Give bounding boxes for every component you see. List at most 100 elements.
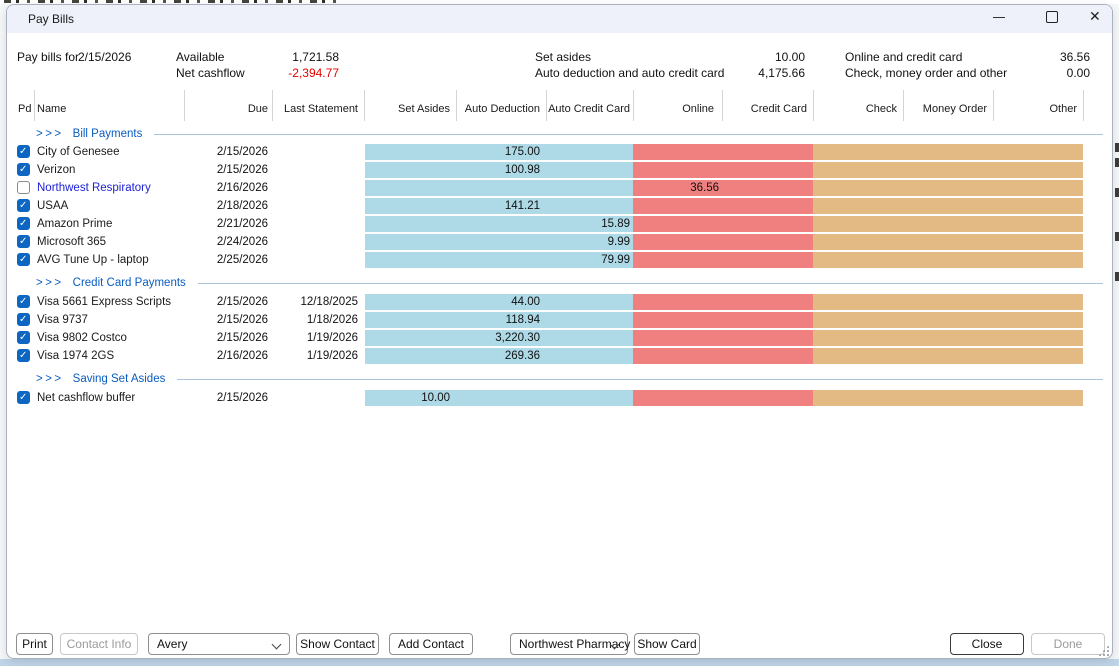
payee-name: Amazon Prime [37, 217, 112, 231]
close-icon[interactable]: ✕ [1089, 8, 1101, 24]
table-row: Visa 5661 Express Scripts 2/15/2026 12/1… [0, 293, 1119, 311]
paid-checkbox[interactable] [17, 199, 30, 212]
auto-pay-bar [365, 180, 633, 196]
done-button[interactable]: Done [1031, 633, 1105, 655]
col-header-auto-credit-card[interactable]: Auto Credit Card [548, 103, 630, 116]
card-select[interactable]: Northwest Pharmacy [510, 633, 628, 655]
other-pay-bar [813, 312, 1083, 328]
auto-deduction-amount: 118.94 [506, 313, 540, 327]
paid-checkbox[interactable] [17, 349, 30, 362]
due-date: 2/15/2026 [217, 313, 268, 327]
paid-checkbox[interactable] [17, 163, 30, 176]
auto-credit-card-amount: 15.89 [601, 217, 630, 231]
section-title: Saving Set Asides [73, 373, 166, 385]
other-pay-bar [813, 330, 1083, 346]
payee-name: Visa 1974 2GS [37, 349, 114, 363]
due-date: 2/15/2026 [217, 145, 268, 159]
paid-checkbox[interactable] [17, 181, 30, 194]
auto-pay-bar [365, 348, 633, 364]
paid-checkbox[interactable] [17, 331, 30, 344]
table-row: Net cashflow buffer 2/15/2026 10.00 [0, 389, 1119, 407]
last-statement-date: 12/18/2025 [300, 295, 358, 309]
due-date: 2/16/2026 [217, 349, 268, 363]
due-date: 2/25/2026 [217, 253, 268, 267]
contact-select-value: Avery [157, 637, 187, 651]
payee-name: Verizon [37, 163, 75, 177]
col-header-credit-card[interactable]: Credit Card [751, 103, 807, 116]
table-row: Verizon 2/15/2026 100.98 [0, 161, 1119, 179]
manual-pay-bar [633, 348, 813, 364]
paid-checkbox[interactable] [17, 145, 30, 158]
paid-checkbox[interactable] [17, 295, 30, 308]
auto-deduction-amount: 175.00 [505, 145, 540, 159]
paid-checkbox[interactable] [17, 313, 30, 326]
contact-select[interactable]: Avery [148, 633, 290, 655]
section-title: Bill Payments [73, 128, 143, 140]
minimize-icon[interactable] [993, 17, 1005, 18]
paid-checkbox[interactable] [17, 253, 30, 266]
col-header-pd[interactable]: Pd [18, 103, 31, 116]
set-aside-amount: 10.00 [421, 391, 450, 405]
payee-name: AVG Tune Up - laptop [37, 253, 149, 267]
payee-name: Net cashflow buffer [37, 391, 135, 405]
column-separator [903, 90, 904, 121]
column-separator [364, 90, 365, 121]
paid-checkbox[interactable] [17, 235, 30, 248]
col-header-online[interactable]: Online [682, 103, 714, 116]
manual-pay-bar [633, 294, 813, 310]
other-pay-bar [813, 390, 1083, 406]
payee-name-link[interactable]: Northwest Respiratory [37, 181, 151, 195]
section-rule [198, 283, 1103, 284]
manual-pay-bar [633, 216, 813, 232]
due-date: 2/18/2026 [217, 199, 268, 213]
paid-checkbox[interactable] [17, 391, 30, 404]
manual-pay-bar [633, 180, 813, 196]
maximize-icon[interactable] [1046, 11, 1058, 23]
column-separator [1083, 90, 1084, 121]
column-separator [993, 90, 994, 121]
due-date: 2/15/2026 [217, 331, 268, 345]
other-pay-bar [813, 252, 1083, 268]
paid-checkbox[interactable] [17, 217, 30, 230]
col-header-set-asides[interactable]: Set Asides [398, 103, 450, 116]
add-contact-button[interactable]: Add Contact [389, 633, 473, 655]
col-header-other[interactable]: Other [1049, 103, 1077, 116]
contact-info-button[interactable]: Contact Info [60, 633, 138, 655]
payee-name: Microsoft 365 [37, 235, 106, 249]
due-date: 2/15/2026 [217, 295, 268, 309]
due-date: 2/15/2026 [217, 391, 268, 405]
auto-deduction-amount: 141.21 [505, 199, 540, 213]
section-rule [177, 379, 1103, 380]
section-bill-payments: >>> Bill Payments [0, 124, 1119, 143]
section-marker: >>> [36, 277, 64, 289]
due-date: 2/16/2026 [217, 181, 268, 195]
section-credit-card-payments: >>> Credit Card Payments [0, 273, 1119, 293]
title-bar[interactable] [7, 5, 1112, 33]
column-separator [722, 90, 723, 121]
table-row: Amazon Prime 2/21/2026 15.89 [0, 215, 1119, 233]
auto-total-label: Auto deduction and auto credit card [535, 66, 724, 80]
last-statement-date: 1/18/2026 [307, 313, 358, 327]
manual-pay-bar [633, 144, 813, 160]
section-rule [154, 134, 1103, 135]
other-pay-bar [813, 216, 1083, 232]
print-button[interactable]: Print [16, 633, 53, 655]
payments-table: >>> Bill Payments City of Genesee 2/15/2… [0, 124, 1119, 407]
online-amount: 36.56 [690, 181, 719, 195]
other-pay-bar [813, 180, 1083, 196]
auto-total-value: 4,175.66 [758, 66, 805, 80]
col-header-money-order[interactable]: Money Order [923, 103, 987, 116]
col-header-name[interactable]: Name [37, 103, 66, 116]
col-header-due[interactable]: Due [248, 103, 268, 116]
show-card-button[interactable]: Show Card [634, 633, 700, 655]
column-separator [633, 90, 634, 121]
auto-pay-bar [365, 390, 633, 406]
manual-pay-bar [633, 234, 813, 250]
available-label: Available [176, 50, 224, 64]
col-header-auto-deduction[interactable]: Auto Deduction [465, 103, 540, 116]
close-button[interactable]: Close [950, 633, 1024, 655]
col-header-last-statement[interactable]: Last Statement [284, 103, 358, 116]
show-contact-button[interactable]: Show Contact [296, 633, 379, 655]
col-header-check[interactable]: Check [866, 103, 897, 116]
auto-deduction-amount: 269.36 [505, 349, 540, 363]
